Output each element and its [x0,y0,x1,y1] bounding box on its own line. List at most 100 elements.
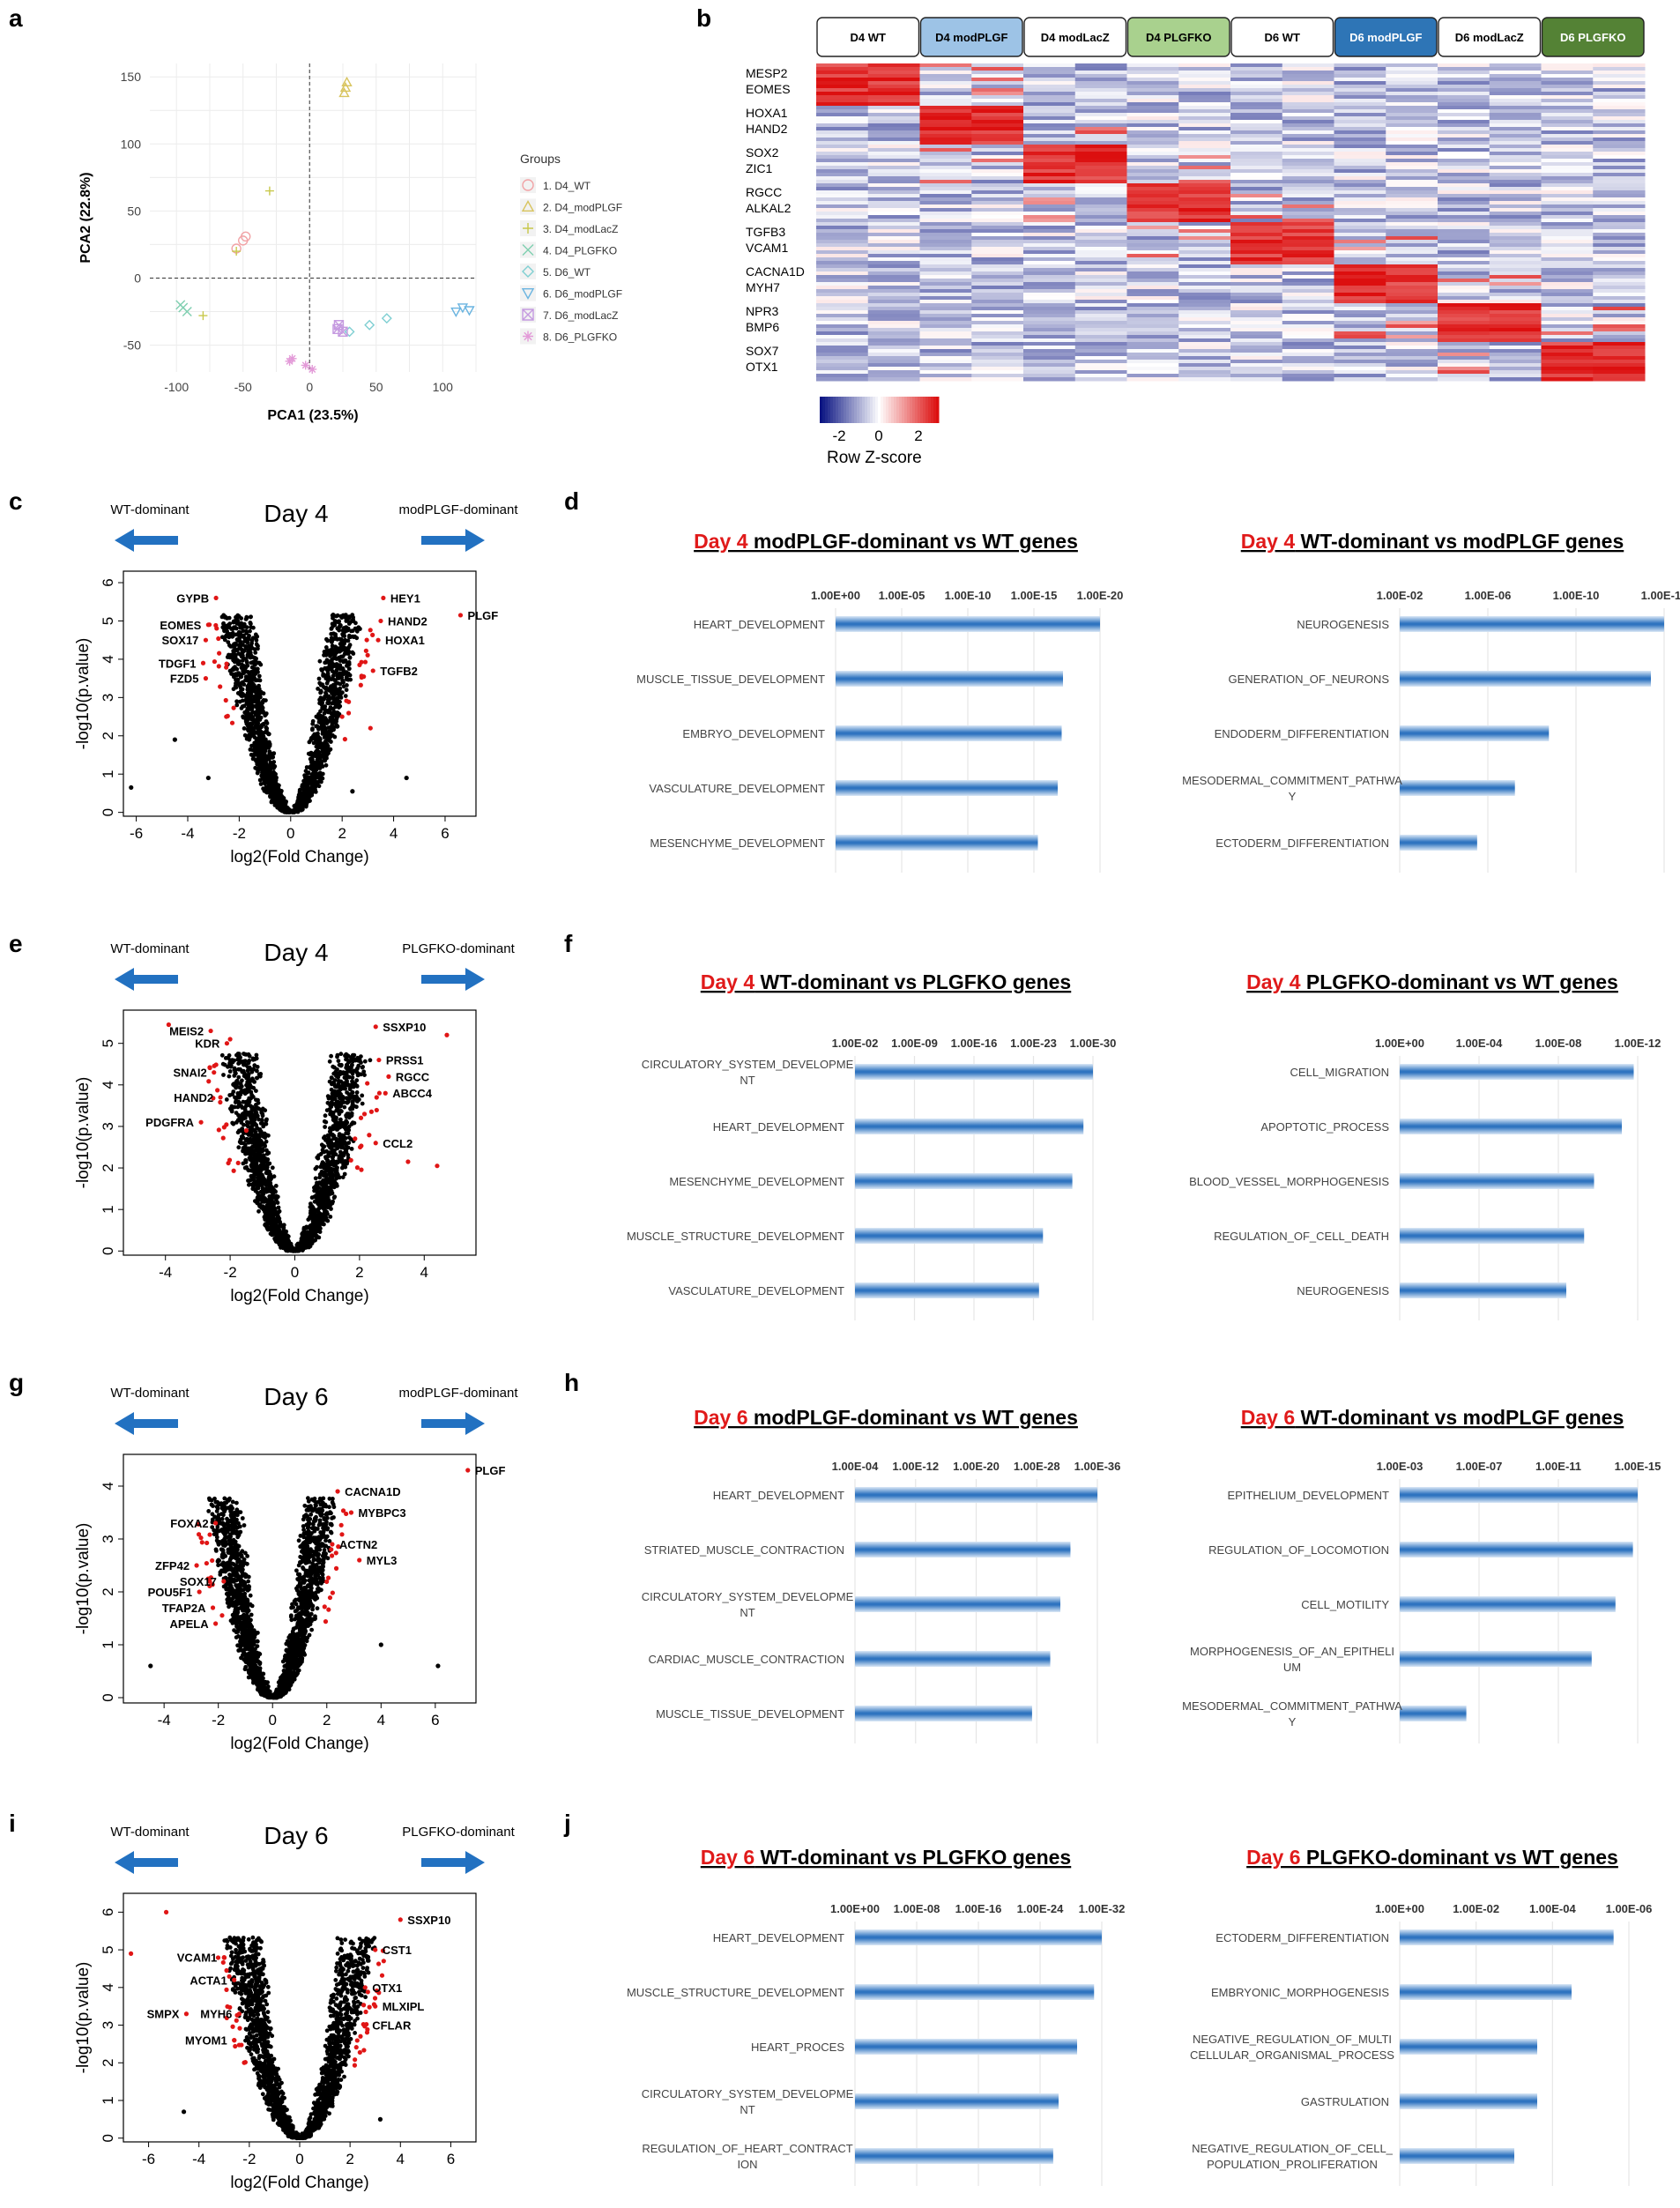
volcano-point [251,682,256,687]
heatmap-cell [1386,286,1438,290]
heatmap-cell [1230,293,1282,297]
heatmap-cell [1386,282,1438,286]
heatmap-cell [1127,194,1179,198]
heatmap-cell [1127,360,1179,364]
volcano-point [227,616,232,621]
heatmap-cell [1593,331,1645,336]
heatmap-cell [1075,342,1127,346]
heatmap-cell [1386,145,1438,149]
volcano-point [300,784,304,789]
heatmap-cell [868,363,920,368]
heatmap-cell [1386,321,1438,325]
volcano-point [253,711,257,716]
heatmap-cell [1490,176,1542,181]
heatmap-cell [1542,204,1594,209]
heatmap-cell [971,166,1023,170]
heatmap-cell [1282,95,1334,100]
heatmap-cell [816,233,868,237]
heatmap-cell [1490,264,1542,269]
heatmap-cell [1178,127,1230,131]
heatmap-cell [1127,106,1179,110]
heatmap-cell [971,190,1023,195]
heatmap-cell [1386,166,1438,170]
heatmap-cell [1542,215,1594,219]
heatmap-cell [1438,134,1490,138]
heatmap-cell [1593,303,1645,308]
heatmap-cell [1023,360,1075,364]
colorbar-step [933,397,937,423]
pca-point [308,365,316,374]
volcano-point [324,721,329,725]
heatmap-cell [1593,338,1645,343]
heatmap-cell [816,279,868,283]
pca-point [365,321,374,330]
heatmap-row-label: ALKAL2 [746,201,792,215]
heatmap-cell [868,148,920,152]
heatmap-cell [816,317,868,322]
heatmap-cell [1178,229,1230,234]
heatmap-cell [1178,268,1230,272]
heatmap-row-label: OTX1 [746,360,778,374]
heatmap-cell [1334,113,1386,117]
heatmap-cell [920,63,972,68]
heatmap-cell [1542,95,1594,100]
volcano-point [311,719,316,724]
heatmap-cell [816,74,868,78]
heatmap-cell [1386,85,1438,89]
heatmap-cell [1438,85,1490,89]
heatmap-cell [1127,282,1179,286]
heatmap-cell [1593,187,1645,191]
heatmap-cell [1593,74,1645,78]
colorbar-step [833,397,836,423]
heatmap-cell [1386,201,1438,205]
heatmap-cell [1593,229,1645,234]
volcano-point [263,788,267,792]
heatmap-cell [816,282,868,286]
heatmap-cell [1386,130,1438,135]
heatmap-cell [1023,123,1075,128]
heatmap-cell [868,250,920,255]
heatmap-cell [1593,194,1645,198]
heatmap-cell [1438,219,1490,223]
heatmap-cell [1490,310,1542,315]
heatmap-cell [1542,85,1594,89]
volcano-point [306,799,310,804]
heatmap-cell [1282,331,1334,336]
heatmap-cell [1075,286,1127,290]
volcano-point [328,1215,332,1219]
heatmap-cell [920,215,972,219]
heatmap-cell [971,250,1023,255]
heatmap-cell [1386,356,1438,361]
heatmap-cell [1075,102,1127,107]
x-tick-label: -4 [159,1264,172,1281]
heatmap-cell [1593,109,1645,114]
heatmap-cell [1542,367,1594,371]
heatmap-cell [1075,229,1127,234]
heatmap-cell [1282,212,1334,216]
volcano-point [316,687,320,691]
heatmap-cell [1438,271,1490,276]
heatmap-cell [1127,271,1179,276]
heatmap-cell [1178,215,1230,219]
x-tick-label: -50 [234,380,252,394]
heatmap-cell [1230,321,1282,325]
heatmap-cell [1593,116,1645,121]
volcano-point [323,1113,328,1118]
heatmap-cell [1023,102,1075,107]
volcano-point [337,621,341,625]
heatmap-cell [868,130,920,135]
heatmap-cell [816,268,868,272]
heatmap-cell [1178,63,1230,68]
heatmap-cell [1282,229,1334,234]
heatmap-cell [1542,106,1594,110]
heatmap-cell [1542,374,1594,378]
heatmap-cell [1230,127,1282,131]
volcano-point [316,736,321,740]
volcano-point [265,1165,270,1170]
volcano-point [322,730,326,734]
heatmap-cell [1386,328,1438,332]
heatmap-cell [1230,88,1282,93]
heatmap-cell [1282,63,1334,68]
heatmap-cell [868,374,920,378]
